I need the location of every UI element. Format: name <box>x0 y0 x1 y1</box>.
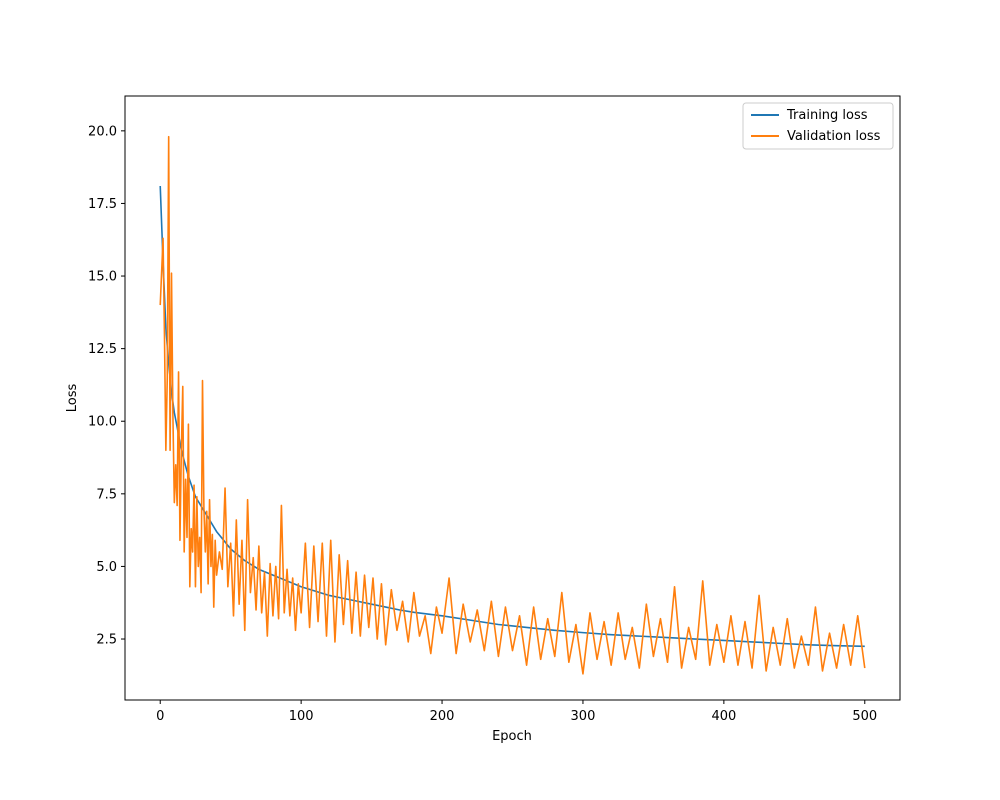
y-tick-label: 5.0 <box>96 560 117 575</box>
x-tick-label: 0 <box>156 709 164 724</box>
x-tick-label: 400 <box>711 709 736 724</box>
legend: Training loss Validation loss <box>742 102 894 150</box>
y-tick-label: 2.5 <box>96 633 117 648</box>
legend-label-validation: Validation loss <box>787 129 881 144</box>
x-tick-label: 300 <box>571 709 596 724</box>
x-axis-label: Epoch <box>492 729 532 744</box>
series-layer <box>159 135 866 675</box>
x-tick-label: 100 <box>289 709 314 724</box>
x-axis: 0 100 200 300 400 500 <box>156 700 877 724</box>
y-tick-label: 17.5 <box>88 197 117 212</box>
y-tick-label: 12.5 <box>88 342 117 357</box>
y-axis: 2.5 5.0 7.5 10.0 12.5 15.0 17.5 20.0 <box>88 124 125 648</box>
validation-loss-line <box>159 135 866 675</box>
y-axis-label: Loss <box>65 384 80 413</box>
legend-box <box>742 102 894 150</box>
x-tick-label: 200 <box>430 709 455 724</box>
y-tick-label: 7.5 <box>96 487 117 502</box>
y-tick-label: 20.0 <box>88 124 117 139</box>
y-tick-label: 10.0 <box>88 415 117 430</box>
plot-frame <box>124 95 901 701</box>
y-tick-label: 15.0 <box>88 270 117 285</box>
x-tick-label: 500 <box>852 709 877 724</box>
legend-label-training: Training loss <box>786 108 868 123</box>
